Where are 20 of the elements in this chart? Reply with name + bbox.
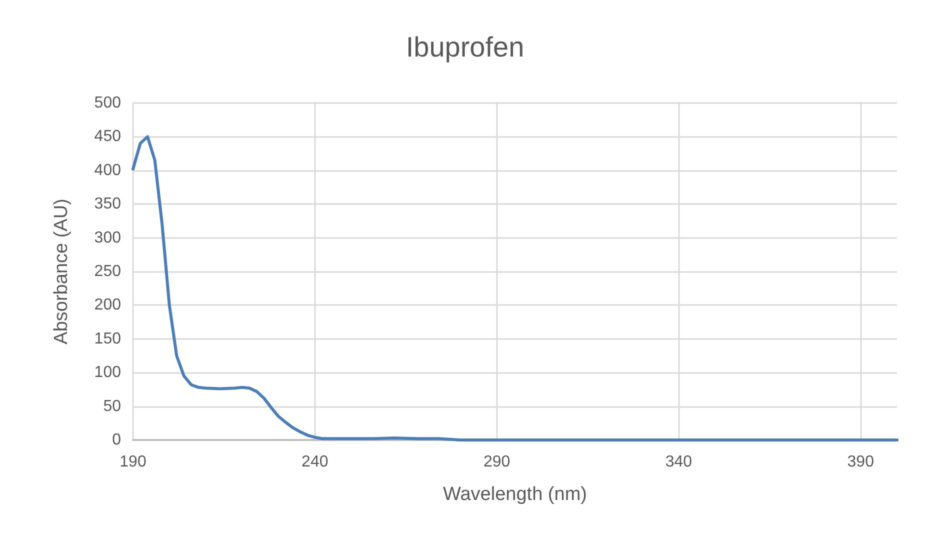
y-tick-label: 50 <box>103 398 122 415</box>
y-tick-label: 100 <box>94 364 122 382</box>
line-series <box>132 135 898 442</box>
x-axis-title: Wavelength (nm) <box>443 484 587 505</box>
y-tick-label: 500 <box>94 94 122 112</box>
chart-title: Ibuprofen <box>406 32 524 62</box>
y-tick-label: 200 <box>94 296 122 314</box>
x-tick-label: 290 <box>483 454 510 470</box>
y-tick-label: 300 <box>94 229 122 246</box>
y-tick-label: 400 <box>94 162 122 179</box>
y-tick-label: 150 <box>94 330 122 348</box>
y-tick-label: 250 <box>94 263 122 280</box>
x-tick-label: 240 <box>302 454 328 470</box>
y-tick-label: 0 <box>112 432 122 448</box>
x-tick-label: 190 <box>120 454 146 470</box>
y-tick-label: 350 <box>94 196 122 213</box>
x-tick-label: 340 <box>665 454 692 470</box>
x-tick-label: 390 <box>847 454 874 470</box>
y-axis-title: Absorbance (AU) <box>51 198 72 344</box>
y-tick-label: 450 <box>94 128 122 146</box>
